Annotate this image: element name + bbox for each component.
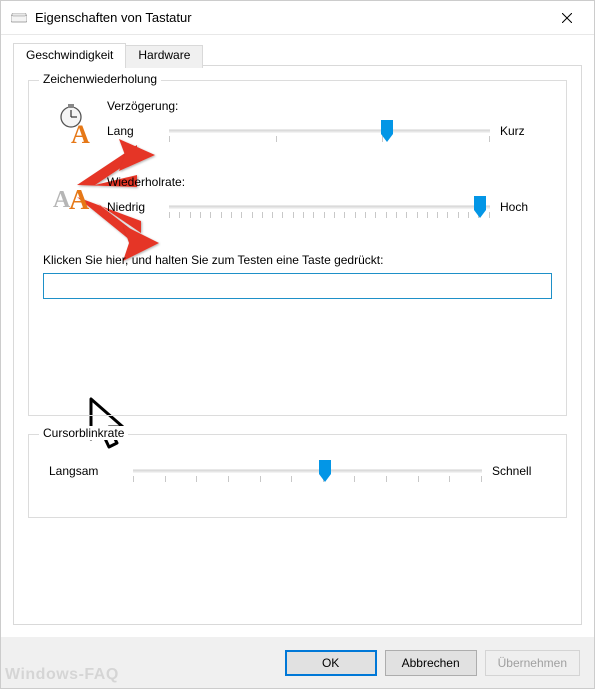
blink-low-label: Langsam xyxy=(49,464,123,478)
delay-slider[interactable] xyxy=(169,119,490,143)
test-input[interactable] xyxy=(43,273,552,299)
group-blink-title: Cursorblinkrate xyxy=(39,426,128,440)
group-blink: Cursorblinkrate Langsam Schnell xyxy=(28,434,567,518)
row-delay: A Verzögerung: Lang xyxy=(43,99,552,147)
close-icon xyxy=(562,13,572,23)
svg-text:A: A xyxy=(69,185,90,215)
client-area: Geschwindigkeit Hardware Zeichenwiederho… xyxy=(1,35,594,636)
tab-speed[interactable]: Geschwindigkeit xyxy=(13,43,126,66)
ok-button[interactable]: OK xyxy=(285,650,377,676)
cancel-button[interactable]: Abbrechen xyxy=(385,650,477,676)
apply-button: Übernehmen xyxy=(485,650,580,676)
tab-speed-label: Geschwindigkeit xyxy=(26,48,113,62)
double-a-icon: A A xyxy=(53,179,97,215)
tab-hardware[interactable]: Hardware xyxy=(125,45,203,68)
apply-button-label: Übernehmen xyxy=(498,656,567,670)
stopwatch-a-icon: A xyxy=(53,103,97,147)
delay-low-label: Lang xyxy=(107,124,159,138)
tab-hardware-label: Hardware xyxy=(138,48,190,62)
group-repeat: Zeichenwiederholung A Verzögerung: xyxy=(28,80,567,416)
blink-slider-wrap: Langsam Schnell xyxy=(43,459,552,483)
button-bar: OK Abbrechen Übernehmen xyxy=(1,636,594,688)
row-rate: A A Wiederholrate: Niedrig xyxy=(43,175,552,219)
keyboard-icon xyxy=(11,10,27,26)
blink-slider[interactable] xyxy=(133,459,482,483)
test-label: Klicken Sie hier, und halten Sie zum Tes… xyxy=(43,253,552,267)
tab-strip: Geschwindigkeit Hardware xyxy=(13,43,582,66)
ok-button-label: OK xyxy=(322,656,339,670)
delay-icon: A xyxy=(43,99,107,147)
delay-high-label: Kurz xyxy=(500,124,552,138)
rate-slider-wrap: Niedrig Hoch xyxy=(107,195,552,219)
rate-high-label: Hoch xyxy=(500,200,552,214)
rate-slider[interactable] xyxy=(169,195,490,219)
close-button[interactable] xyxy=(544,2,590,34)
rate-low-label: Niedrig xyxy=(107,200,159,214)
group-repeat-title: Zeichenwiederholung xyxy=(39,72,161,86)
cancel-button-label: Abbrechen xyxy=(402,656,460,670)
rate-icon: A A xyxy=(43,175,107,215)
rate-label: Wiederholrate: xyxy=(107,175,552,189)
tab-page-speed: Zeichenwiederholung A Verzögerung: xyxy=(13,65,582,625)
window-title: Eigenschaften von Tastatur xyxy=(35,10,544,25)
dialog-window: Eigenschaften von Tastatur Geschwindigke… xyxy=(0,0,595,689)
delay-slider-wrap: Lang Kurz xyxy=(107,119,552,143)
delay-label: Verzögerung: xyxy=(107,99,552,113)
svg-text:A: A xyxy=(71,120,90,147)
blink-high-label: Schnell xyxy=(492,464,546,478)
titlebar: Eigenschaften von Tastatur xyxy=(1,1,594,35)
